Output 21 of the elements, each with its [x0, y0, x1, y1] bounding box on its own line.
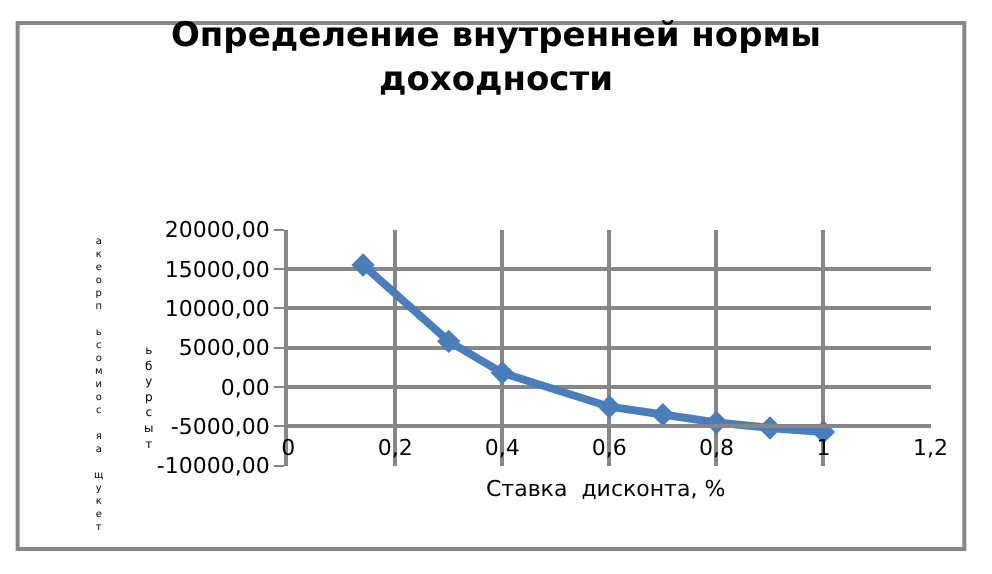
y-tick-label: 0,00 [220, 374, 270, 401]
x-axis-title: Ставка дисконта, % [486, 476, 726, 502]
y-tick-label: 20000,00 [164, 217, 270, 244]
point [437, 329, 461, 354]
y-tick-label: -10000,00 [156, 453, 270, 480]
x-tick-label: 0,2 [377, 434, 413, 461]
point [651, 402, 675, 427]
point [490, 361, 514, 385]
y-tick-label: 10000,00 [164, 295, 270, 322]
x-tick-label: 0,4 [484, 434, 520, 461]
point [351, 253, 375, 277]
y-tick-label: 15000,00 [164, 256, 270, 283]
point [597, 395, 622, 419]
x-tick-label: 1,2 [913, 434, 949, 461]
x-tick-label: 0 [281, 434, 296, 461]
x-tick-label: 1 [816, 434, 831, 461]
x-tick-label: 0,6 [591, 434, 627, 461]
chart-title: Определение внутренней нормы доходности [170, 15, 822, 101]
y-tick-label: 5000,00 [178, 335, 270, 362]
y-tick-label: -5000,00 [170, 414, 270, 441]
x-tick-label: 0,8 [698, 434, 734, 461]
